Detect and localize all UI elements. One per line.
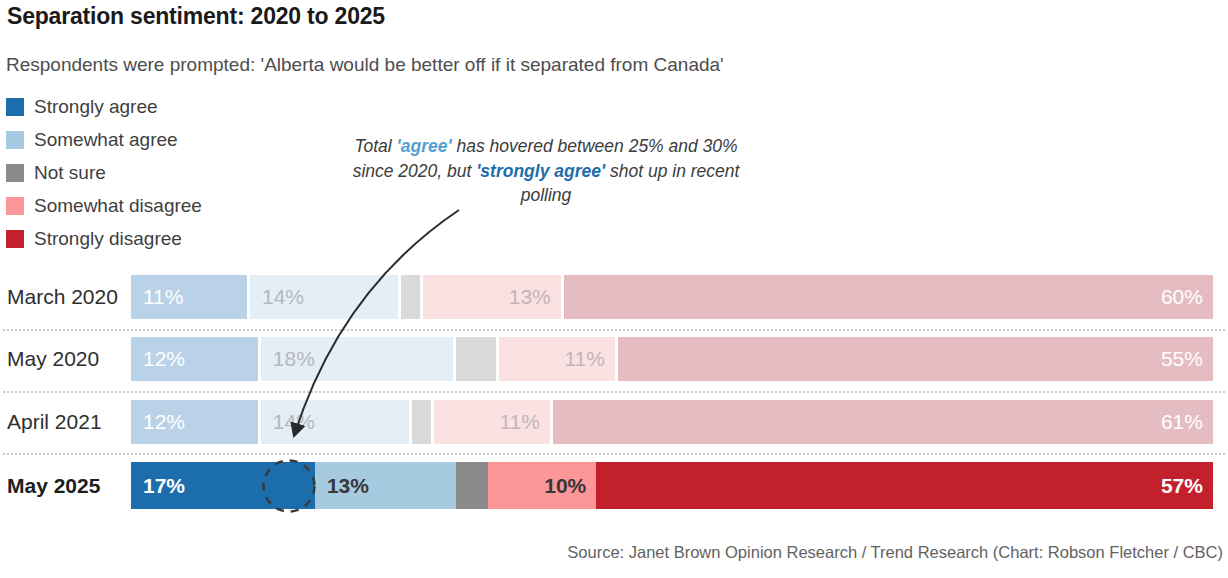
- bar-segment-somewhat_agree: 14%: [250, 275, 401, 319]
- bar-stack: 12% 14% 11% 61%: [131, 400, 1213, 444]
- annotation-text: Total 'agree' has hovered between 25% an…: [300, 134, 792, 208]
- bar-stack: 17% 13% 10% 57%: [131, 462, 1213, 509]
- bar-segment-not_sure: [412, 400, 434, 444]
- value-label: 61%: [1161, 410, 1203, 434]
- value-label: 55%: [1161, 347, 1203, 371]
- chart-container: Separation sentiment: 2020 to 2025 Respo…: [0, 0, 1228, 578]
- value-label: 18%: [273, 347, 315, 371]
- value-label: 11%: [143, 285, 183, 309]
- legend-label: Somewhat disagree: [34, 195, 202, 217]
- annotation-line: polling: [300, 183, 792, 208]
- chart-row: April 2021 12% 14% 11% 61%: [0, 400, 1228, 444]
- bar-segment-strongly_agree: 12%: [131, 337, 261, 381]
- bar-segment-somewhat_disagree: 13%: [423, 275, 564, 319]
- chart-row: May 2025 17% 13% 10% 57%: [0, 462, 1228, 509]
- value-label: 13%: [509, 285, 551, 309]
- bar-segment-strongly_agree: 17%: [131, 462, 315, 509]
- bar-segment-somewhat_agree: 14%: [261, 400, 412, 444]
- bar-segment-strongly_disagree: 60%: [564, 275, 1213, 319]
- value-label: 14%: [262, 285, 304, 309]
- category-label: March 2020: [7, 285, 118, 309]
- bar-stack: 11% 14% 13% 60%: [131, 275, 1213, 319]
- row-separator: [3, 329, 1225, 331]
- legend-label: Somewhat agree: [34, 129, 178, 151]
- bar-stack: 12% 18% 11% 55%: [131, 337, 1213, 381]
- chart-row: May 2020 12% 18% 11% 55%: [0, 337, 1228, 381]
- category-label: May 2025: [7, 474, 100, 498]
- legend-item: Strongly agree: [6, 98, 202, 116]
- value-label: 14%: [273, 410, 315, 434]
- value-label: 13%: [327, 474, 369, 498]
- bar-segment-strongly_disagree: 61%: [553, 400, 1213, 444]
- legend-item: Somewhat agree: [6, 131, 202, 149]
- chart-row: March 2020 11% 14% 13% 60%: [0, 275, 1228, 319]
- legend-swatch-icon: [6, 197, 24, 215]
- legend-swatch-icon: [6, 98, 24, 116]
- annotation-run: shot up in recent: [605, 161, 739, 181]
- bar-segment-not_sure: [456, 462, 488, 509]
- bar-segment-strongly_disagree: 57%: [596, 462, 1213, 509]
- bar-segment-strongly_agree: 11%: [131, 275, 250, 319]
- value-label: 57%: [1161, 474, 1203, 498]
- bar-segment-somewhat_disagree: 11%: [499, 337, 618, 381]
- category-label: May 2020: [7, 347, 99, 371]
- value-label: 11%: [564, 347, 604, 371]
- value-label: 10%: [544, 474, 586, 498]
- legend-swatch-icon: [6, 131, 24, 149]
- legend-item: Not sure: [6, 164, 202, 182]
- annotation-line: since 2020, but 'strongly agree' shot up…: [300, 159, 792, 184]
- legend-item: Somewhat disagree: [6, 197, 202, 215]
- annotation-run: Total: [354, 136, 396, 156]
- row-separator: [3, 391, 1225, 393]
- bar-segment-somewhat_disagree: 11%: [434, 400, 553, 444]
- value-label: 17%: [143, 474, 185, 498]
- legend-swatch-icon: [6, 164, 24, 182]
- legend-label: Not sure: [34, 162, 106, 184]
- category-label: April 2021: [7, 410, 102, 434]
- bar-segment-strongly_disagree: 55%: [618, 337, 1213, 381]
- row-separator: [3, 453, 1225, 455]
- value-label: 12%: [143, 410, 185, 434]
- legend-label: Strongly agree: [34, 96, 158, 118]
- page-title: Separation sentiment: 2020 to 2025: [7, 3, 385, 30]
- value-label: 12%: [143, 347, 185, 371]
- bar-segment-not_sure: [456, 337, 499, 381]
- bar-segment-somewhat_agree: 13%: [315, 462, 456, 509]
- chart-subtitle: Respondents were prompted: 'Alberta woul…: [6, 54, 724, 76]
- bar-segment-strongly_agree: 12%: [131, 400, 261, 444]
- bar-segment-somewhat_disagree: 10%: [488, 462, 596, 509]
- value-label: 11%: [499, 410, 539, 434]
- bar-segment-not_sure: [401, 275, 423, 319]
- legend-label: Strongly disagree: [34, 228, 182, 250]
- source-credit: Source: Janet Brown Opinion Research / T…: [567, 543, 1223, 562]
- value-label: 60%: [1161, 285, 1203, 309]
- legend: Strongly agree Somewhat agree Not sure Some…: [6, 98, 202, 263]
- bar-segment-somewhat_agree: 18%: [261, 337, 456, 381]
- annotation-run: polling: [521, 185, 572, 205]
- annotation-highlight-agree: 'agree': [397, 136, 452, 156]
- annotation-run: since 2020, but: [353, 161, 477, 181]
- legend-swatch-icon: [6, 230, 24, 248]
- legend-item: Strongly disagree: [6, 230, 202, 248]
- annotation-run: has hovered between 25% and 30%: [452, 136, 738, 156]
- annotation-line: Total 'agree' has hovered between 25% an…: [300, 134, 792, 159]
- annotation-highlight-strongly_agree: 'strongly agree': [476, 161, 605, 181]
